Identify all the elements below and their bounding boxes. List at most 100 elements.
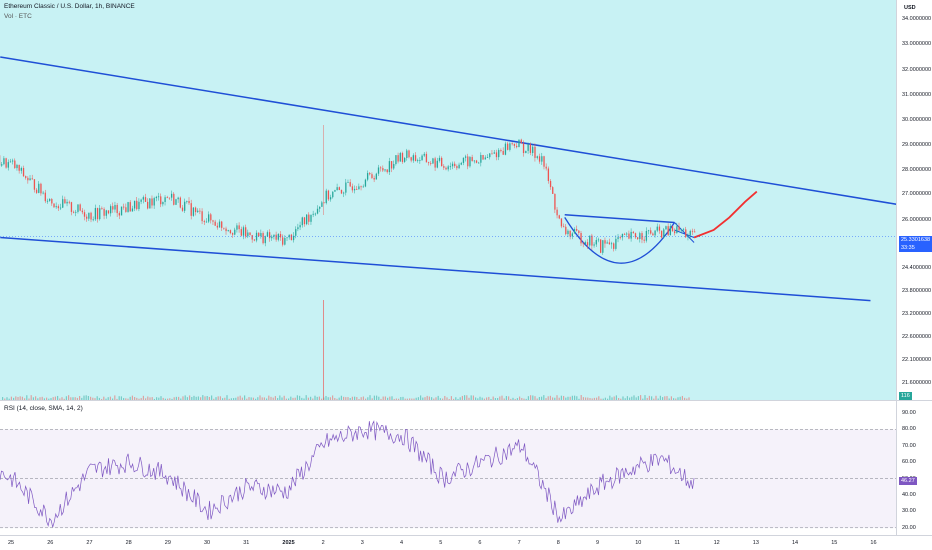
candle-body (364, 179, 367, 187)
candle-body (593, 244, 595, 246)
volume-bar (422, 397, 424, 400)
candle-body (663, 229, 665, 238)
candle-body (22, 168, 25, 177)
candle-body (658, 226, 661, 231)
volume-bar (2, 397, 4, 400)
volume-bar (367, 397, 369, 400)
candle-body (157, 196, 160, 198)
candle-body (262, 233, 264, 244)
price-tick: 29.0000000 (902, 142, 932, 148)
candle-body (166, 197, 168, 199)
candle-body (64, 199, 66, 204)
volume-bar (387, 397, 389, 400)
candle-body (266, 232, 269, 237)
candle-body (251, 235, 253, 240)
candle-body (634, 233, 637, 238)
volume-bar (261, 397, 263, 400)
candle-body (301, 217, 303, 226)
volume-bar (444, 395, 446, 400)
candle-body (83, 212, 86, 217)
volume-bar (563, 395, 565, 400)
candle-body (417, 160, 419, 162)
volume-bar (631, 396, 633, 400)
price-chart[interactable] (0, 0, 896, 400)
time-tick: 30 (204, 540, 211, 546)
volume-bar (472, 395, 474, 400)
candle-body (504, 143, 507, 155)
price-tick: 30.0000000 (902, 117, 932, 123)
volume-bar (380, 398, 382, 400)
volume-bar (420, 395, 422, 400)
volume-bar (90, 396, 92, 400)
candle-body (275, 234, 277, 240)
rsi-pane[interactable]: RSI (14, close, SMA, 14, 2) (0, 401, 896, 535)
time-tick: 25 (8, 540, 15, 546)
candle-body (525, 150, 527, 154)
candle-body (175, 199, 177, 205)
candle-body (20, 168, 23, 171)
volume-bar (466, 395, 468, 400)
candle-body (469, 157, 471, 167)
volume-bar (226, 395, 228, 400)
volume-bar (224, 397, 226, 400)
candle-body (669, 226, 671, 236)
time-tick: 26 (47, 540, 54, 546)
volume-bar (204, 396, 206, 400)
handle-upper[interactable] (674, 229, 695, 238)
cup-rim-line[interactable] (564, 214, 675, 224)
volume-bar (613, 396, 615, 400)
volume-bar (230, 398, 232, 400)
candle-body (118, 213, 121, 216)
volume-bar (74, 397, 76, 400)
volume-bar (30, 395, 32, 400)
volume-bar (41, 396, 43, 400)
volume-bar (536, 398, 538, 400)
price-pane[interactable]: Ethereum Classic / U.S. Dollar, 1h, BINA… (0, 0, 896, 400)
candle-body (388, 161, 391, 173)
candle-body (310, 214, 312, 222)
volume-bar (686, 398, 688, 400)
volume-bar (607, 398, 609, 400)
rsi-line[interactable] (0, 420, 695, 528)
candle-body (509, 143, 511, 150)
volume-bar (615, 395, 617, 400)
candle-body (545, 166, 547, 169)
volume-bar (635, 397, 637, 400)
price-tick: 27.0000000 (902, 191, 932, 197)
volume-bar (523, 398, 525, 400)
candle-body (606, 242, 608, 244)
candle-body (384, 169, 386, 171)
current-price-badge: 25.3301638 33:35 (899, 236, 932, 252)
volume-bar (32, 397, 34, 400)
volume-bar (600, 398, 602, 400)
volume-bar (151, 397, 153, 400)
candle-body (665, 226, 667, 230)
projection-path[interactable] (693, 190, 758, 239)
lower-channel-line[interactable] (0, 236, 871, 302)
price-scale[interactable]: USD 34.0000000 33.0000000 32.0000000 31.000… (896, 0, 932, 400)
volume-bar (640, 395, 642, 400)
candle-body (395, 155, 397, 165)
candle-body (423, 153, 425, 156)
handle-lower[interactable] (674, 222, 695, 243)
volume-bar (426, 395, 428, 400)
volume-bar (68, 395, 70, 400)
rsi-scale[interactable]: 90.0080.0070.0060.0050.0040.0030.0020.00… (896, 401, 932, 535)
volume-bar (457, 398, 459, 400)
volume-bar (589, 398, 591, 400)
volume-bar (123, 398, 125, 400)
pane-divider[interactable] (0, 400, 932, 401)
upper-channel-line[interactable] (0, 56, 896, 215)
rsi-chart[interactable] (0, 401, 896, 535)
candle-body (282, 237, 284, 245)
volume-bar (169, 398, 171, 400)
volume-bar (272, 397, 274, 400)
candle-body (511, 143, 513, 145)
candle-body (136, 200, 138, 210)
time-axis[interactable]: 25 26 27 28 29 30 31 2025 2 3 4 5 6 7 8 9 10 11 12 13 14 15 16 (0, 535, 932, 550)
volume-bar (468, 397, 470, 400)
volume-bar (479, 396, 481, 400)
cup-arc[interactable] (564, 217, 676, 264)
volume-bar (208, 396, 210, 400)
candle-body (552, 187, 554, 194)
